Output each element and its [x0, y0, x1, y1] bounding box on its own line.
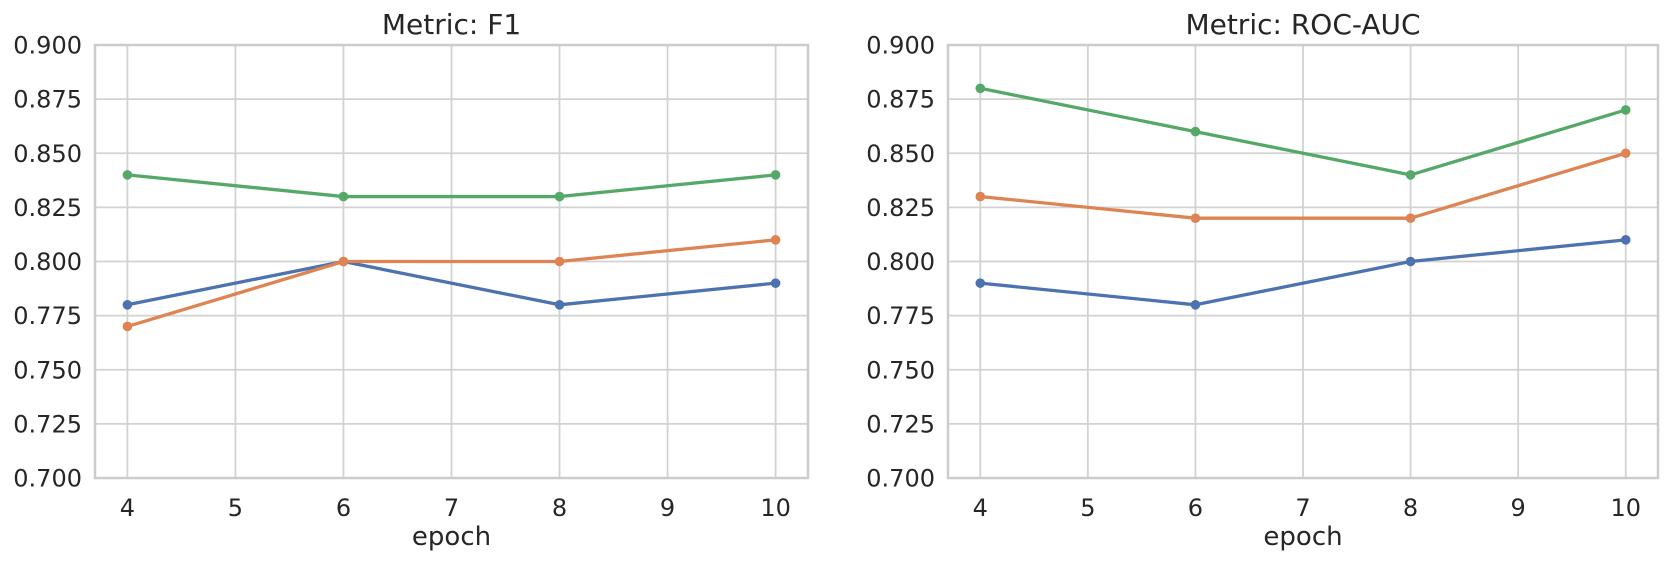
y-tick-label: 0.725 — [13, 410, 82, 438]
y-tick-label: 0.800 — [866, 248, 935, 276]
series-line-green — [978, 86, 1628, 177]
series-line-blue — [978, 238, 1628, 307]
series-layer — [122, 170, 781, 332]
series-line-green — [125, 173, 778, 199]
grid-layer — [946, 43, 1660, 480]
data-point-orange — [770, 235, 781, 245]
series-line-orange — [125, 238, 778, 329]
y-tick-label: 0.825 — [13, 194, 82, 222]
data-point-blue — [554, 300, 565, 310]
data-point-blue — [1405, 256, 1416, 267]
y-tick-label: 0.825 — [866, 194, 935, 222]
data-point-orange — [122, 321, 133, 332]
y-tick-label: 0.800 — [13, 248, 82, 276]
y-tick-label: 0.775 — [13, 302, 82, 330]
x-tick-label: 5 — [1080, 494, 1095, 522]
x-axis-label: epoch — [1263, 522, 1342, 552]
data-point-green — [1620, 105, 1631, 115]
y-tick-label: 0.700 — [13, 465, 82, 493]
x-tick-label: 7 — [1295, 494, 1310, 522]
x-axis-label: epoch — [412, 522, 491, 552]
y-tick-label: 0.900 — [866, 32, 935, 60]
y-tick-label: 0.850 — [866, 140, 935, 168]
x-tick-label: 8 — [552, 494, 567, 522]
y-tick-label: 0.750 — [866, 356, 935, 384]
x-tick-label: 6 — [1188, 494, 1203, 522]
y-tick-label: 0.725 — [866, 410, 935, 438]
x-tick-label: 4 — [120, 494, 135, 522]
chart-title: Metric: F1 — [382, 8, 521, 41]
y-tick-label: 0.900 — [13, 32, 82, 60]
data-point-orange — [1620, 148, 1631, 159]
axes-spines — [946, 43, 1660, 480]
x-tick-label: 6 — [336, 494, 351, 522]
x-tick-label: 10 — [1610, 494, 1641, 522]
data-point-green — [1405, 170, 1416, 180]
y-tick-label: 0.850 — [13, 140, 82, 168]
y-tick-label: 0.700 — [866, 465, 935, 493]
x-tick-label: 9 — [1511, 494, 1526, 522]
chart-title: Metric: ROC-AUC — [1185, 8, 1420, 41]
data-point-orange — [975, 191, 986, 202]
x-tick-label: 7 — [444, 494, 459, 522]
y-tick-label: 0.875 — [866, 86, 935, 114]
grid-layer — [93, 43, 810, 480]
data-point-blue — [770, 278, 781, 288]
data-point-orange — [338, 256, 349, 267]
tick-labels-layer: 4 5 6 7 8 9 10 0.700 0.725 0.750 0.775 0.800 0.825 0.… — [13, 32, 791, 523]
data-point-green — [1190, 126, 1201, 137]
y-tick-label: 0.775 — [866, 302, 935, 330]
axes-spines — [93, 43, 810, 480]
data-point-green — [122, 170, 133, 180]
data-point-green — [554, 191, 565, 202]
data-point-green — [770, 170, 781, 180]
chart-roc-auc: 4 5 6 7 8 9 10 0.700 0.725 0.750 0.775 0.800 0.825 0.… — [866, 8, 1660, 552]
series-layer — [975, 83, 1631, 310]
data-point-orange — [554, 256, 565, 267]
series-line-blue — [125, 259, 778, 307]
data-point-blue — [1190, 300, 1201, 310]
data-point-green — [975, 83, 986, 94]
tick-labels-layer: 4 5 6 7 8 9 10 0.700 0.725 0.750 0.775 0.800 0.825 0.… — [866, 32, 1641, 523]
x-tick-label: 10 — [760, 494, 791, 522]
x-tick-label: 8 — [1403, 494, 1418, 522]
y-tick-label: 0.750 — [13, 356, 82, 384]
data-point-orange — [1190, 213, 1201, 223]
chart-f1: 4 5 6 7 8 9 10 0.700 0.725 0.750 0.775 0.800 0.825 0.… — [13, 8, 810, 552]
data-point-blue — [975, 278, 986, 288]
x-tick-label: 9 — [660, 494, 675, 522]
data-point-blue — [122, 300, 133, 310]
x-tick-label: 5 — [228, 494, 243, 522]
x-tick-label: 4 — [973, 494, 988, 522]
data-point-green — [338, 191, 349, 202]
y-tick-label: 0.875 — [13, 86, 82, 114]
data-point-orange — [1405, 213, 1416, 223]
series-line-orange — [978, 151, 1628, 220]
data-point-blue — [1620, 235, 1631, 245]
